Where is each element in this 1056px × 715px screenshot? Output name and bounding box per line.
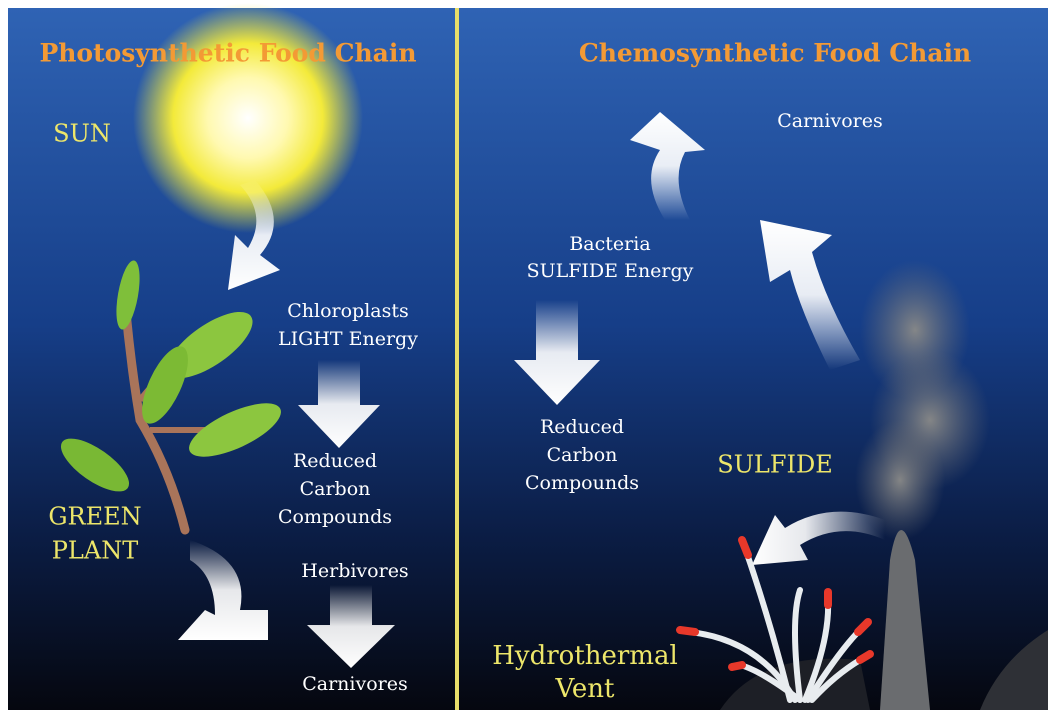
reduced-label: Compounds xyxy=(525,472,639,494)
reduced-label: Compounds xyxy=(278,506,392,528)
arrow xyxy=(307,585,395,668)
reduced-label: Carbon xyxy=(547,444,618,466)
arrow xyxy=(760,220,860,370)
chloroplasts-label: Chloroplasts xyxy=(287,300,409,322)
plant-label: PLANT xyxy=(52,537,138,565)
reduced-label: Carbon xyxy=(300,478,371,500)
reduced-label: Reduced xyxy=(293,450,377,472)
arrow xyxy=(178,540,268,640)
carnivores-label: Carnivores xyxy=(777,110,883,132)
arrow xyxy=(752,511,885,565)
sun xyxy=(133,3,363,233)
arrow xyxy=(514,300,600,405)
bacteria-label: Bacteria xyxy=(569,233,650,255)
vent xyxy=(676,260,1048,710)
left-title: Photosynthetic Food Chain xyxy=(39,39,416,68)
chloroplasts-label: LIGHT Energy xyxy=(278,328,418,350)
arrow xyxy=(298,360,380,448)
sun-label: SUN xyxy=(53,120,111,148)
right-title: Chemosynthetic Food Chain xyxy=(579,39,971,68)
arrow xyxy=(228,180,280,290)
reduced-label: Reduced xyxy=(540,416,624,438)
carnivores-label: Carnivores xyxy=(302,673,408,695)
bacteria-label: SULFIDE Energy xyxy=(527,260,694,282)
vent-label: Hydrothermal xyxy=(492,641,678,671)
plant-label: GREEN xyxy=(48,503,141,531)
plant xyxy=(60,260,281,535)
arrow xyxy=(630,112,705,220)
herbivores-label: Herbivores xyxy=(301,560,408,582)
sulfide-label: SULFIDE xyxy=(717,451,833,479)
vent-label: Vent xyxy=(555,674,616,704)
divider xyxy=(455,8,459,710)
